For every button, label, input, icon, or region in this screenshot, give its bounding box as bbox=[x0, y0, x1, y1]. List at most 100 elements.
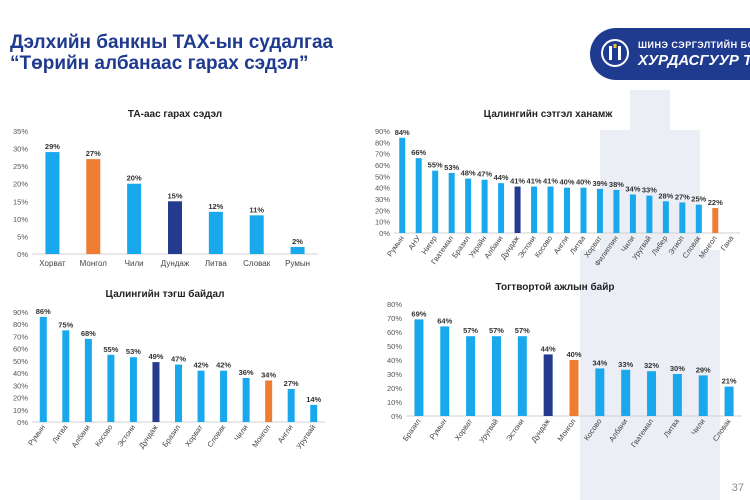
x-tick-label: Бразил bbox=[401, 417, 423, 443]
data-label: 38% bbox=[609, 180, 624, 189]
bar-Нигер bbox=[432, 170, 439, 233]
x-tick-label: Бразил bbox=[160, 423, 182, 449]
x-tick-label: Дундаж bbox=[137, 423, 160, 450]
data-label: 34% bbox=[625, 184, 640, 193]
data-label: 28% bbox=[658, 191, 673, 200]
x-tick-label: Косово bbox=[533, 234, 554, 259]
x-tick-label: Хорват bbox=[39, 259, 66, 268]
bar-Литва bbox=[580, 187, 587, 233]
bar-Монгол bbox=[712, 208, 719, 233]
bar-Дундаж bbox=[514, 186, 521, 233]
x-tick-label: Эстони bbox=[504, 417, 526, 443]
data-label: 27% bbox=[675, 192, 690, 201]
data-label: 55% bbox=[428, 161, 443, 170]
x-tick-label: Румын bbox=[26, 423, 47, 447]
data-label: 12% bbox=[208, 202, 223, 211]
data-label: 75% bbox=[58, 320, 73, 329]
header-banner: ШИНЭ СЭРГЭЛТИЙН БОДЛ ХУРДАСГУУР Т bbox=[590, 28, 750, 80]
x-tick-label: Дундаж bbox=[529, 417, 552, 444]
x-tick-label: Литва bbox=[205, 259, 228, 268]
data-label: 33% bbox=[642, 186, 657, 195]
y-tick-label: 0% bbox=[17, 418, 28, 427]
y-tick-label: 20% bbox=[387, 384, 402, 393]
bar-Хорват bbox=[197, 370, 205, 422]
data-label: 33% bbox=[618, 360, 633, 369]
y-tick-label: 40% bbox=[375, 184, 390, 193]
x-tick-label: Албани bbox=[607, 417, 629, 443]
data-label: 55% bbox=[103, 345, 118, 354]
data-label: 36% bbox=[239, 368, 254, 377]
y-tick-label: 10% bbox=[13, 215, 28, 224]
data-label: 29% bbox=[45, 142, 60, 151]
x-tick-label: Румын bbox=[285, 259, 310, 268]
x-tick-label: Уругвай bbox=[477, 417, 500, 444]
x-tick-label: Словак bbox=[205, 422, 227, 449]
bar-Монгол bbox=[86, 159, 101, 254]
y-tick-label: 20% bbox=[375, 206, 390, 215]
bar-Монгол bbox=[265, 380, 273, 422]
x-tick-label: Уругвай bbox=[294, 423, 317, 450]
x-tick-label: Хорват bbox=[183, 423, 205, 449]
data-label: 41% bbox=[527, 177, 542, 186]
x-tick-label: Албани bbox=[70, 423, 92, 449]
bar-Эстони bbox=[129, 357, 137, 422]
bar-Украйн bbox=[481, 179, 488, 233]
y-tick-label: 70% bbox=[375, 150, 390, 159]
bar-Румын bbox=[399, 137, 406, 233]
data-label: 48% bbox=[461, 169, 476, 178]
x-tick-label: Косово bbox=[582, 417, 603, 442]
bar-Гватемал bbox=[448, 172, 455, 233]
chart-title: ТА-аас гарах сэдэл bbox=[128, 109, 222, 120]
chart-title: Цалингийн сэтгэл ханамж bbox=[484, 109, 614, 120]
y-tick-label: 40% bbox=[387, 356, 402, 365]
bar-АНУ bbox=[415, 158, 422, 233]
bar-Англи bbox=[287, 389, 295, 422]
bar-Чили bbox=[698, 375, 708, 416]
bar-Уругвай bbox=[646, 195, 653, 233]
page-title-line1: Дэлхийн банкны ТАХ-ын судалгаа bbox=[10, 32, 334, 53]
bar-Эстони bbox=[531, 186, 538, 233]
x-tick-label: Косово bbox=[93, 423, 114, 448]
y-tick-label: 50% bbox=[375, 172, 390, 181]
data-label: 69% bbox=[411, 309, 426, 318]
y-tick-label: 60% bbox=[13, 345, 28, 354]
x-tick-label: Румын bbox=[428, 417, 449, 441]
y-tick-label: 70% bbox=[387, 314, 402, 323]
y-tick-label: 50% bbox=[387, 342, 402, 351]
data-label: 84% bbox=[395, 128, 410, 137]
x-tick-label: Монгол bbox=[556, 417, 578, 443]
bar-Словак bbox=[220, 370, 228, 422]
bar-Албани bbox=[498, 183, 505, 233]
bar-Бразил bbox=[465, 178, 472, 233]
data-label: 14% bbox=[306, 395, 321, 404]
x-tick-label: Литва bbox=[662, 416, 682, 439]
x-tick-label: Дундаж bbox=[161, 259, 190, 268]
y-tick-label: 0% bbox=[17, 250, 28, 259]
bar-Уругвай bbox=[491, 336, 501, 416]
y-tick-label: 0% bbox=[391, 412, 402, 421]
bar-Бразил bbox=[175, 364, 182, 422]
data-label: 66% bbox=[411, 148, 426, 157]
data-label: 21% bbox=[722, 377, 737, 386]
x-tick-label: Чили bbox=[125, 259, 144, 268]
bar-Албани bbox=[621, 369, 631, 416]
data-label: 49% bbox=[148, 352, 163, 361]
bar-Словак bbox=[695, 204, 702, 233]
data-label: 25% bbox=[691, 195, 706, 204]
data-label: 39% bbox=[592, 179, 607, 188]
bar-Словак bbox=[249, 215, 264, 254]
data-label: 53% bbox=[126, 347, 141, 356]
y-tick-label: 10% bbox=[387, 398, 402, 407]
data-label: 41% bbox=[510, 177, 525, 186]
bar-Этиоп bbox=[679, 202, 686, 233]
bar-Косово bbox=[107, 354, 115, 422]
x-tick-label: Англи bbox=[276, 423, 295, 445]
bar-Хорват bbox=[466, 336, 476, 416]
y-tick-label: 80% bbox=[387, 300, 402, 309]
y-tick-label: 60% bbox=[375, 161, 390, 170]
data-label: 34% bbox=[592, 358, 607, 367]
bar-Чили bbox=[242, 378, 250, 422]
y-tick-label: 60% bbox=[387, 328, 402, 337]
page-number: 37 bbox=[731, 482, 744, 494]
